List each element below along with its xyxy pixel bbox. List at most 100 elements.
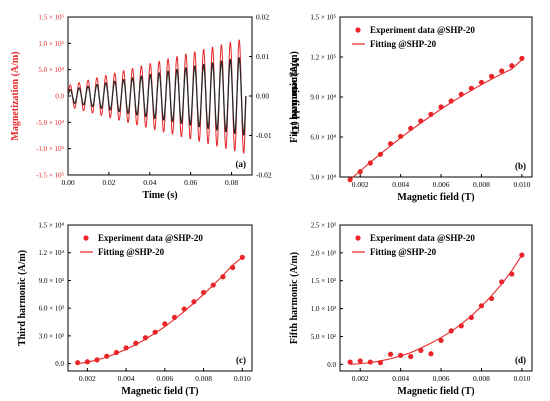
y-tick-label: 2.0 × 10³ — [311, 249, 336, 257]
data-point — [428, 351, 434, 357]
data-point — [488, 295, 495, 302]
data-point — [478, 303, 485, 309]
y-tick-label: 5.0 × 10⁴ — [38, 66, 64, 74]
data-point — [347, 359, 353, 365]
panel-label: (a) — [236, 159, 247, 169]
series-field-line — [67, 57, 247, 136]
data-point — [113, 349, 120, 356]
data-point — [133, 340, 139, 346]
plot-frame — [339, 224, 533, 372]
y-tick-label: 1.0 × 10³ — [311, 305, 336, 313]
legend-label-fitting: Fitting @SHP-20 — [370, 39, 437, 49]
data-point — [438, 104, 444, 110]
data-point — [84, 359, 90, 365]
chart-panel-b: 0.002 0.004 0.006 0.008 0.010 1.5 × 10⁵ 1.2 × … — [289, 14, 533, 203]
chart-panel-c: 0.002 0.004 0.006 0.008 0.010 1.5 × 10⁴ 1.2 × … — [17, 222, 253, 397]
data-point — [499, 68, 505, 74]
y-tick-label: 6.0 × 10⁴ — [310, 134, 336, 142]
y-tick-label: 3.0 × 10⁴ — [310, 174, 336, 182]
legend-label-experiment: Experiment data @SHP-20 — [370, 25, 475, 35]
data-point — [458, 323, 464, 329]
data-point — [220, 274, 226, 280]
y-tick-label: 0.0 — [55, 360, 64, 368]
y-axis-label: Magnetization (A/m) — [10, 51, 21, 140]
data-point — [377, 151, 384, 157]
y-axis-label: Third harmonic (A/m) — [17, 250, 28, 346]
y-tick-label: 9.0 × 10³ — [39, 277, 64, 285]
data-point — [94, 357, 100, 363]
data-point — [367, 160, 373, 166]
data-point — [239, 254, 245, 260]
legend-label-fitting: Fitting @SHP-20 — [370, 247, 437, 257]
data-point — [398, 133, 404, 139]
data-point — [468, 85, 474, 91]
data-point — [191, 299, 197, 305]
data-point — [468, 314, 474, 321]
plot-frame — [67, 16, 253, 176]
data-point — [499, 279, 505, 285]
legend-label-experiment: Experiment data @SHP-20 — [370, 233, 475, 243]
data-point — [408, 353, 414, 360]
data-point — [200, 289, 207, 296]
y2-tick-label: 0.01 — [256, 52, 269, 61]
data-point — [428, 111, 434, 117]
data-point — [387, 351, 394, 357]
data-point — [347, 177, 353, 183]
data-point — [181, 306, 187, 312]
panel-label: (b) — [515, 161, 526, 171]
y-tick-label: -1.0 × 10⁵ — [36, 145, 65, 153]
data-point — [104, 353, 110, 359]
data-point — [357, 358, 363, 364]
data-point — [367, 359, 373, 365]
data-point — [162, 321, 168, 327]
x-tick-label: 0.006 — [433, 374, 450, 383]
chart-panel-d: 0.002 0.004 0.006 0.008 0.010 2.5 × 10³ 2.0 × … — [289, 222, 533, 397]
y-tick-label: 6.0 × 10³ — [39, 305, 64, 313]
data-point — [75, 360, 81, 366]
x-tick-label: 0.02 — [102, 178, 115, 187]
y-tick-label: 0.0 — [55, 93, 64, 101]
fit-line — [349, 59, 523, 181]
y-axis-label: Fifth harmonic (A/m) — [289, 252, 300, 344]
panel-label: (c) — [236, 355, 246, 365]
y-tick-label: 9.0 × 10⁴ — [310, 94, 336, 102]
data-point — [398, 352, 404, 358]
x-tick-label: 0.008 — [473, 374, 490, 383]
x-tick-label: 0.008 — [195, 374, 212, 383]
y-tick-label: 0.0 — [327, 361, 336, 369]
legend-marker-points — [355, 27, 361, 33]
data-point — [387, 141, 394, 147]
y-tick-label: 5.0 × 10² — [311, 333, 336, 341]
x-tick-label: 0.004 — [392, 374, 409, 383]
data-point — [458, 91, 464, 97]
data-point — [519, 55, 525, 61]
data-point — [123, 345, 129, 351]
data-point — [142, 335, 149, 341]
legend-marker-points — [83, 235, 89, 241]
y-tick-label: 1.5 × 10⁵ — [38, 14, 64, 22]
data-point — [448, 328, 454, 334]
fit-line — [350, 254, 523, 365]
x-tick-label: 0.00 — [61, 178, 74, 187]
y-tick-label: -5.0 × 10⁴ — [36, 119, 65, 127]
data-point — [519, 252, 525, 258]
y2-tick-label: 0.00 — [256, 92, 269, 101]
data-point — [357, 169, 363, 175]
x-tick-label: 0.010 — [513, 180, 530, 189]
x-axis-label: Magnetic field (T) — [121, 386, 198, 397]
data-point — [509, 63, 515, 69]
y-tick-label: -1.5 × 10⁵ — [36, 172, 65, 180]
y-tick-label: 1.5 × 10⁴ — [38, 222, 64, 230]
y2-tick-label: -0.01 — [256, 131, 272, 140]
data-point — [408, 125, 414, 131]
data-point — [478, 79, 485, 85]
data-point — [377, 360, 384, 366]
y-tick-label: 1.5 × 10³ — [311, 277, 336, 285]
x-tick-label: 0.004 — [392, 180, 409, 189]
x-tick-label: 0.008 — [473, 180, 490, 189]
data-point — [438, 337, 444, 343]
data-point — [418, 118, 424, 124]
y-tick-label: 3.0 × 10³ — [39, 332, 64, 340]
y-tick-label: 1.5 × 10⁵ — [310, 14, 336, 22]
